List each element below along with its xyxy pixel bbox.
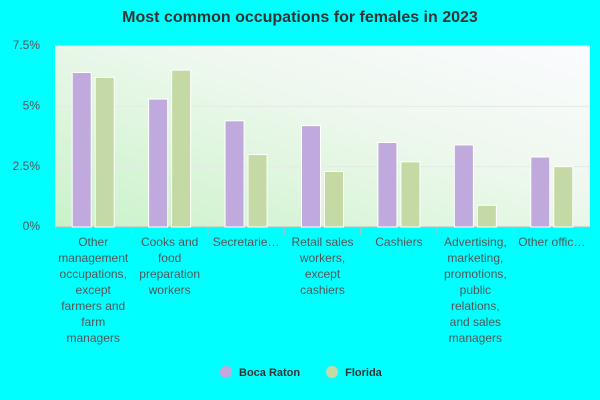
bar: [224, 120, 245, 228]
bar: [553, 166, 574, 228]
legend-label: Florida: [345, 367, 383, 379]
x-tick-label: Cashiers: [375, 235, 422, 249]
bar: [377, 142, 398, 228]
bar: [71, 72, 92, 228]
bar: [171, 69, 192, 228]
x-tick-label: Retail sales workers, except cashiers: [291, 235, 353, 297]
bar: [400, 161, 421, 228]
legend-label: Boca Raton: [239, 367, 300, 379]
y-tick-label: 0%: [23, 219, 41, 233]
bar: [530, 156, 551, 228]
x-tick-label: Cooks and food preparation workers: [139, 235, 200, 297]
bar: [453, 144, 474, 228]
bar: [476, 204, 497, 228]
legend: Boca Raton Florida: [220, 366, 383, 379]
plot-area: [55, 46, 590, 227]
x-tick-label: Other management occupations, except farmers…: [58, 235, 129, 345]
legend-swatch: [220, 366, 232, 378]
bar: [94, 76, 115, 228]
x-tick-label: Advertising, marketing, promotions, public r…: [444, 235, 507, 345]
chart-title: Most common occupations for females in 2…: [122, 9, 478, 26]
y-tick-label: 7.5%: [13, 38, 41, 52]
bar: [247, 154, 268, 228]
bar: [148, 98, 169, 228]
x-tick-label: Other offic…: [518, 235, 585, 249]
y-tick-label: 5%: [23, 99, 41, 113]
x-tick-label: Secretarie…: [213, 235, 280, 249]
y-tick-label: 2.5%: [13, 159, 41, 173]
bar: [324, 170, 344, 228]
legend-swatch: [326, 366, 339, 378]
bar: [301, 125, 321, 228]
